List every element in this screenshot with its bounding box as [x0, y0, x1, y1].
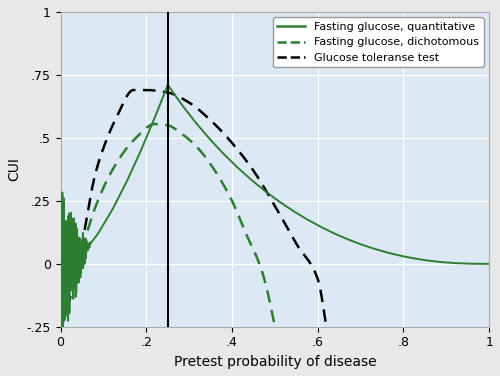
X-axis label: Pretest probability of disease: Pretest probability of disease — [174, 355, 376, 369]
Legend: Fasting glucose, quantitative, Fasting glucose, dichotomous, Glucose toleranse t: Fasting glucose, quantitative, Fasting g… — [273, 18, 484, 68]
Y-axis label: CUI: CUI — [7, 158, 21, 181]
